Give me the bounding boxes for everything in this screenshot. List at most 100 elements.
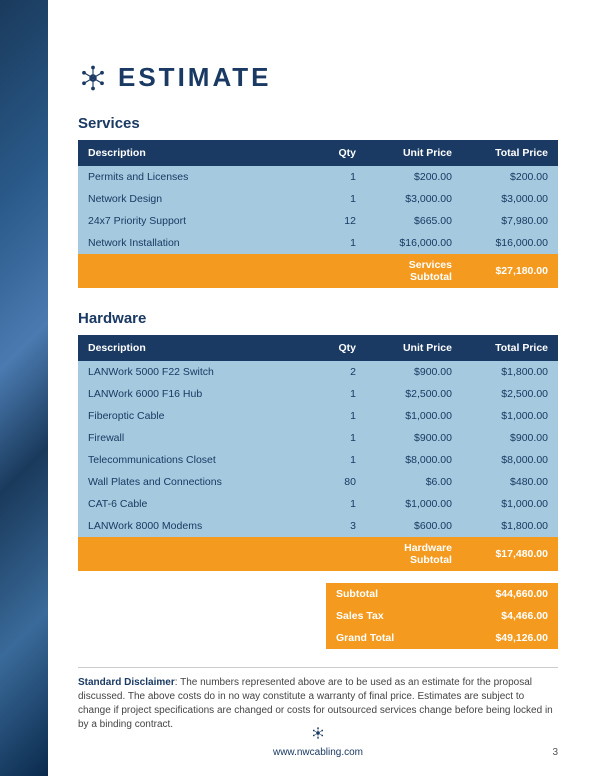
cell-qty: 80 xyxy=(308,471,366,493)
cell-qty: 1 xyxy=(308,166,366,188)
cell-unit: $16,000.00 xyxy=(366,232,462,254)
totals-box: Subtotal$44,660.00Sales Tax$4,466.00Gran… xyxy=(326,583,558,649)
footer: www.nwcabling.com xyxy=(78,726,558,758)
hardware-subtotal-row: Hardware Subtotal $17,480.00 xyxy=(78,537,558,571)
table-row: LANWork 6000 F16 Hub1$2,500.00$2,500.00 xyxy=(78,383,558,405)
table-row: Network Installation1$16,000.00$16,000.0… xyxy=(78,232,558,254)
cell-desc: CAT-6 Cable xyxy=(78,493,308,515)
cell-desc: Network Installation xyxy=(78,232,308,254)
services-subtotal-value: $27,180.00 xyxy=(462,254,558,288)
services-table: Description Qty Unit Price Total Price P… xyxy=(78,140,558,288)
table-row: LANWork 5000 F22 Switch2$900.00$1,800.00 xyxy=(78,361,558,383)
col-unit-price: Unit Price xyxy=(366,140,462,166)
header: ESTIMATE xyxy=(78,62,558,93)
page-title: ESTIMATE xyxy=(118,62,272,93)
disclaimer: Standard Disclaimer: The numbers represe… xyxy=(78,667,558,732)
cell-unit: $8,000.00 xyxy=(366,449,462,471)
services-subtotal-label: Services Subtotal xyxy=(366,254,462,288)
col-qty: Qty xyxy=(308,335,366,361)
star-network-icon xyxy=(78,63,108,93)
cell-unit: $6.00 xyxy=(366,471,462,493)
cell-desc: 24x7 Priority Support xyxy=(78,210,308,232)
cell-total: $1,000.00 xyxy=(462,493,558,515)
disclaimer-label: Standard Disclaimer xyxy=(78,677,175,688)
totals-label: Sales Tax xyxy=(326,605,462,627)
hardware-subtotal-value: $17,480.00 xyxy=(462,537,558,571)
totals-label: Subtotal xyxy=(326,583,462,605)
cell-qty: 3 xyxy=(308,515,366,537)
col-total-price: Total Price xyxy=(462,335,558,361)
cell-unit: $200.00 xyxy=(366,166,462,188)
cell-desc: Permits and Licenses xyxy=(78,166,308,188)
table-row: CAT-6 Cable1$1,000.00$1,000.00 xyxy=(78,493,558,515)
cell-qty: 1 xyxy=(308,493,366,515)
cell-qty: 1 xyxy=(308,232,366,254)
cell-total: $2,500.00 xyxy=(462,383,558,405)
hardware-table: Description Qty Unit Price Total Price L… xyxy=(78,335,558,571)
cell-total: $8,000.00 xyxy=(462,449,558,471)
totals-row: Subtotal$44,660.00 xyxy=(326,583,558,605)
cell-total: $16,000.00 xyxy=(462,232,558,254)
table-row: Fiberoptic Cable1$1,000.00$1,000.00 xyxy=(78,405,558,427)
totals-label: Grand Total xyxy=(326,627,462,649)
cell-desc: Telecommunications Closet xyxy=(78,449,308,471)
cell-desc: LANWork 8000 Modems xyxy=(78,515,308,537)
cell-qty: 1 xyxy=(308,188,366,210)
cell-total: $7,980.00 xyxy=(462,210,558,232)
totals-value: $49,126.00 xyxy=(462,627,558,649)
cell-qty: 2 xyxy=(308,361,366,383)
cell-unit: $1,000.00 xyxy=(366,405,462,427)
cell-unit: $665.00 xyxy=(366,210,462,232)
cell-desc: LANWork 5000 F22 Switch xyxy=(78,361,308,383)
col-unit-price: Unit Price xyxy=(366,335,462,361)
cell-unit: $2,500.00 xyxy=(366,383,462,405)
cell-total: $1,800.00 xyxy=(462,361,558,383)
cell-qty: 12 xyxy=(308,210,366,232)
cell-qty: 1 xyxy=(308,449,366,471)
table-row: Firewall1$900.00$900.00 xyxy=(78,427,558,449)
table-row: LANWork 8000 Modems3$600.00$1,800.00 xyxy=(78,515,558,537)
col-description: Description xyxy=(78,140,308,166)
table-header-row: Description Qty Unit Price Total Price xyxy=(78,335,558,361)
cell-total: $900.00 xyxy=(462,427,558,449)
table-header-row: Description Qty Unit Price Total Price xyxy=(78,140,558,166)
services-section-title: Services xyxy=(78,115,558,132)
totals-row: Sales Tax$4,466.00 xyxy=(326,605,558,627)
cell-total: $3,000.00 xyxy=(462,188,558,210)
hardware-subtotal-label: Hardware Subtotal xyxy=(366,537,462,571)
cell-unit: $3,000.00 xyxy=(366,188,462,210)
page-number: 3 xyxy=(552,747,558,758)
cell-unit: $1,000.00 xyxy=(366,493,462,515)
totals-value: $44,660.00 xyxy=(462,583,558,605)
sidebar-image xyxy=(0,0,48,776)
totals-row: Grand Total$49,126.00 xyxy=(326,627,558,649)
page-content: ESTIMATE Services Description Qty Unit P… xyxy=(78,0,558,776)
col-description: Description xyxy=(78,335,308,361)
cell-desc: Firewall xyxy=(78,427,308,449)
table-row: Network Design1$3,000.00$3,000.00 xyxy=(78,188,558,210)
table-row: Permits and Licenses1$200.00$200.00 xyxy=(78,166,558,188)
hardware-section-title: Hardware xyxy=(78,310,558,327)
cell-desc: Wall Plates and Connections xyxy=(78,471,308,493)
cell-qty: 1 xyxy=(308,427,366,449)
cell-unit: $600.00 xyxy=(366,515,462,537)
services-subtotal-row: Services Subtotal $27,180.00 xyxy=(78,254,558,288)
cell-unit: $900.00 xyxy=(366,427,462,449)
cell-total: $480.00 xyxy=(462,471,558,493)
table-row: 24x7 Priority Support12$665.00$7,980.00 xyxy=(78,210,558,232)
cell-total: $200.00 xyxy=(462,166,558,188)
cell-desc: Network Design xyxy=(78,188,308,210)
cell-desc: Fiberoptic Cable xyxy=(78,405,308,427)
cell-total: $1,800.00 xyxy=(462,515,558,537)
cell-qty: 1 xyxy=(308,405,366,427)
cell-unit: $900.00 xyxy=(366,361,462,383)
col-total-price: Total Price xyxy=(462,140,558,166)
cell-qty: 1 xyxy=(308,383,366,405)
footer-url: www.nwcabling.com xyxy=(273,747,363,758)
table-row: Telecommunications Closet1$8,000.00$8,00… xyxy=(78,449,558,471)
cell-desc: LANWork 6000 F16 Hub xyxy=(78,383,308,405)
cell-total: $1,000.00 xyxy=(462,405,558,427)
table-row: Wall Plates and Connections80$6.00$480.0… xyxy=(78,471,558,493)
star-network-icon xyxy=(311,726,325,743)
col-qty: Qty xyxy=(308,140,366,166)
